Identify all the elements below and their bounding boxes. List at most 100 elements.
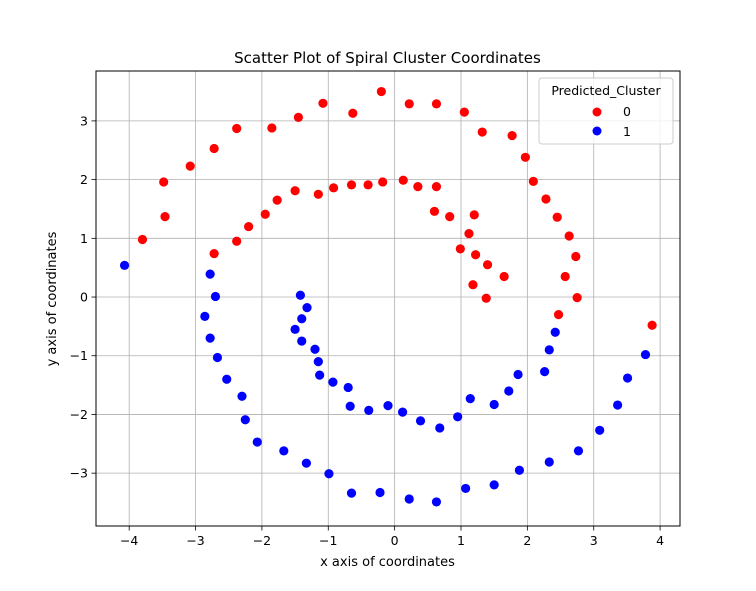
- scatter-point-cluster-1: [550, 327, 560, 337]
- legend-title: Predicted_Cluster: [551, 83, 661, 98]
- legend-label-1: 1: [623, 124, 631, 139]
- scatter-point-cluster-1: [205, 269, 215, 279]
- scatter-point-cluster-0: [499, 271, 509, 282]
- scatter-point-cluster-0: [482, 260, 493, 270]
- scatter-point-cluster-0: [507, 130, 517, 141]
- series-0-points: [137, 86, 657, 330]
- scatter-point-cluster-0: [647, 320, 657, 330]
- scatter-point-cluster-0: [348, 108, 358, 118]
- scatter-point-cluster-1: [240, 415, 250, 425]
- scatter-point-cluster-0: [290, 186, 300, 196]
- scatter-point-cluster-0: [520, 152, 530, 162]
- scatter-point-cluster-0: [260, 209, 270, 219]
- x-tick-label: 1: [457, 533, 465, 548]
- scatter-point-cluster-1: [364, 405, 374, 415]
- scatter-point-cluster-1: [210, 291, 221, 302]
- scatter-point-cluster-0: [560, 271, 570, 282]
- scatter-point-cluster-0: [553, 310, 564, 320]
- legend-marker-0: [592, 107, 602, 117]
- scatter-point-cluster-1: [252, 437, 262, 447]
- scatter-point-cluster-1: [313, 357, 323, 367]
- scatter-point-cluster-0: [209, 143, 219, 154]
- scatter-point-cluster-1: [398, 407, 408, 417]
- scatter-point-cluster-1: [297, 336, 307, 346]
- scatter-point-cluster-0: [346, 180, 357, 190]
- scatter-point-cluster-1: [212, 352, 223, 363]
- scatter-point-cluster-1: [622, 373, 633, 383]
- x-tick-label: 2: [523, 533, 531, 548]
- scatter-point-cluster-0: [541, 194, 551, 204]
- scatter-point-cluster-0: [468, 280, 478, 290]
- scatter-point-cluster-1: [544, 457, 554, 467]
- scatter-point-cluster-1: [200, 311, 210, 322]
- y-tick-label: −1: [70, 348, 88, 363]
- scatter-point-cluster-1: [119, 260, 130, 270]
- scatter-point-cluster-1: [375, 487, 385, 498]
- scatter-point-cluster-0: [477, 127, 487, 137]
- scatter-point-cluster-0: [159, 177, 169, 187]
- x-tick-label: −1: [319, 533, 337, 548]
- scatter-point-cluster-1: [465, 394, 475, 404]
- legend: Predicted_Cluster 0 1: [538, 77, 674, 145]
- legend-label-0: 0: [623, 104, 631, 119]
- scatter-point-cluster-0: [232, 236, 242, 246]
- scatter-point-cluster-0: [398, 175, 408, 185]
- scatter-point-cluster-0: [328, 183, 339, 193]
- scatter-point-cluster-1: [489, 480, 499, 490]
- y-tick-label: 1: [80, 231, 88, 246]
- y-axis-label: y axis of coordinates: [45, 231, 60, 366]
- scatter-point-cluster-0: [471, 250, 481, 260]
- scatter-point-cluster-1: [514, 465, 525, 475]
- scatter-point-cluster-0: [445, 212, 455, 222]
- scatter-point-cluster-0: [293, 112, 304, 122]
- scatter-point-cluster-0: [571, 251, 581, 262]
- scatter-point-cluster-0: [481, 293, 491, 303]
- x-tick-label: 4: [656, 533, 664, 548]
- scatter-point-cluster-0: [232, 123, 242, 134]
- scatter-point-cluster-0: [267, 123, 277, 133]
- scatter-point-cluster-1: [346, 488, 357, 498]
- scatter-point-cluster-1: [544, 345, 554, 355]
- scatter-point-cluster-0: [318, 98, 328, 108]
- legend-box: [538, 77, 674, 145]
- scatter-point-cluster-0: [244, 221, 254, 232]
- scatter-point-cluster-0: [160, 212, 170, 222]
- scatter-point-cluster-1: [328, 377, 338, 387]
- scatter-point-cluster-1: [279, 446, 289, 456]
- y-axis-ticks: −3 −2 −1 0 1 2 3: [70, 113, 96, 481]
- scatter-point-cluster-0: [313, 189, 323, 199]
- scatter-point-cluster-1: [435, 423, 445, 433]
- scatter-point-cluster-0: [469, 210, 479, 220]
- scatter-point-cluster-0: [378, 177, 388, 187]
- scatter-point-cluster-1: [573, 446, 584, 456]
- scatter-point-cluster-1: [640, 349, 651, 360]
- x-tick-label: −3: [186, 533, 204, 548]
- plot-frame: [95, 70, 681, 527]
- series-1-points: [119, 260, 651, 507]
- scatter-point-cluster-0: [209, 248, 219, 259]
- scatter-point-cluster-1: [290, 324, 300, 334]
- scatter-point-cluster-0: [413, 182, 423, 192]
- scatter-point-cluster-1: [302, 303, 312, 313]
- scatter-point-cluster-0: [404, 99, 414, 109]
- x-axis-label: x axis of coordinates: [320, 555, 455, 570]
- scatter-point-cluster-0: [429, 206, 440, 216]
- scatter-point-cluster-1: [540, 366, 550, 377]
- scatter-point-cluster-0: [552, 212, 562, 222]
- legend-marker-1: [592, 126, 602, 136]
- scatter-point-cluster-1: [301, 458, 311, 468]
- scatter-point-cluster-1: [595, 425, 605, 435]
- x-tick-label: 3: [590, 533, 598, 548]
- scatter-point-cluster-1: [613, 400, 623, 410]
- scatter-point-cluster-1: [489, 399, 499, 410]
- scatter-point-cluster-0: [376, 86, 386, 97]
- y-tick-label: −3: [70, 466, 88, 481]
- x-tick-label: −2: [253, 533, 271, 548]
- scatter-point-cluster-0: [455, 244, 465, 254]
- scatter-point-cluster-1: [315, 370, 325, 380]
- scatter-point-cluster-1: [504, 386, 514, 396]
- scatter-point-cluster-1: [237, 391, 247, 401]
- scatter-point-cluster-0: [272, 195, 282, 205]
- scatter-point-cluster-1: [345, 401, 355, 411]
